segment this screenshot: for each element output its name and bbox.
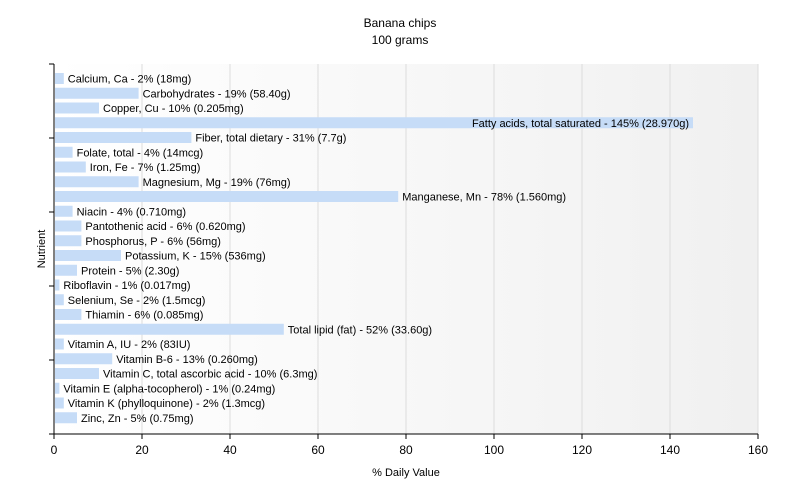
bar-label: Zinc, Zn - 5% (0.75mg) [81,413,193,425]
bar [55,412,77,424]
bar-label: Calcium, Ca - 2% (18mg) [68,74,191,86]
bar [55,250,121,261]
bar-label: Pantothenic acid - 6% (0.620mg) [85,221,245,233]
x-tick-label: 20 [135,443,149,457]
x-tick-label: 140 [660,443,680,457]
y-axis-ticks [49,63,54,435]
bar [55,323,284,335]
bar-label: Riboflavin - 1% (0.017mg) [63,280,190,292]
bar [55,397,64,409]
y-axis-title: Nutrient [36,230,48,269]
chart-title: Banana chips [364,16,437,30]
bar-label: Iron, Fe - 7% (1.25mg) [90,162,201,174]
bar-label: Fatty acids, total saturated - 145% (28.… [472,118,689,130]
bar-label: Vitamin B-6 - 13% (0.260mg) [116,354,258,366]
bar [55,279,60,291]
x-axis-ticks: 0 20 40 60 80 100 120 140 160 [51,434,768,457]
x-tick-label: 80 [399,443,413,457]
bar [55,176,139,188]
bar-label: Phosphorus, P - 6% (56mg) [85,236,221,248]
bars-group: Calcium, Ca - 2% (18mg) Carbohydrates - 1… [55,73,693,425]
bar [55,294,64,306]
bar-label: Total lipid (fat) - 52% (33.60g) [288,324,432,336]
bar [55,309,82,320]
bar [55,87,139,99]
bar [55,132,192,143]
x-axis-title: % Daily Value [372,467,440,479]
x-tick-label: 40 [223,443,237,457]
bar-label: Vitamin C, total ascorbic acid - 10% (6.… [103,369,317,381]
x-tick-label: 160 [748,443,768,457]
bar [55,235,82,247]
bar-label: Fiber, total dietary - 31% (7.7g) [195,133,346,145]
bar [55,102,99,114]
bar-label: Selenium, Se - 2% (1.5mcg) [68,295,206,307]
bar-label: Vitamin K (phylloquinone) - 2% (1.3mcg) [68,398,265,410]
bar [55,220,82,232]
x-tick-label: 60 [311,443,325,457]
bar [55,264,77,276]
bar-label: Folate, total - 4% (14mcg) [77,147,204,159]
bar [55,353,113,365]
bar [55,191,399,202]
x-tick-label: 0 [51,443,58,457]
x-tick-label: 100 [484,443,504,457]
bar [55,73,64,84]
bar-label: Protein - 5% (2.30g) [81,265,179,277]
bar-label: Potassium, K - 15% (536mg) [125,251,266,263]
x-tick-label: 120 [572,443,592,457]
bar [55,205,73,217]
bar [55,146,73,158]
bar-label: Carbohydrates - 19% (58.40g) [143,88,291,100]
bar-label: Thiamin - 6% (0.085mg) [85,310,203,322]
bar [55,382,60,394]
bar [55,368,99,379]
bar [55,117,693,129]
bar [55,161,86,173]
bar-label: Vitamin A, IU - 2% (83IU) [68,339,191,351]
chart-subtitle: 100 grams [372,33,429,47]
bar-label: Manganese, Mn - 78% (1.560mg) [402,192,566,204]
bar-label: Niacin - 4% (0.710mg) [77,206,186,218]
bar-label: Vitamin E (alpha-tocopherol) - 1% (0.24m… [63,383,275,395]
bar-label: Magnesium, Mg - 19% (76mg) [143,177,291,189]
bar [55,338,64,350]
bar-label: Copper, Cu - 10% (0.205mg) [103,103,244,115]
